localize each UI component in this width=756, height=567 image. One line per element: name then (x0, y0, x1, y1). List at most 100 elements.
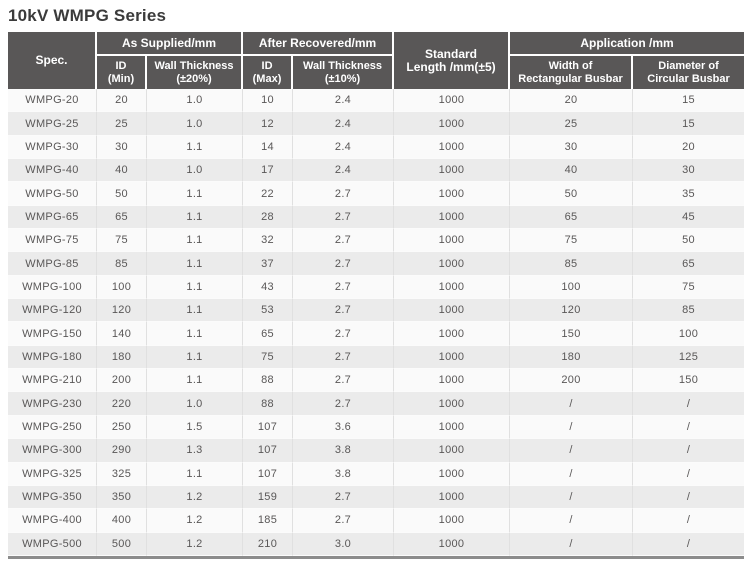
wall-thickness-20-cell: 1.5 (147, 415, 244, 440)
table-row: WMPG-120 120 1.1 53 2.7 1000 120 85 (8, 299, 745, 323)
wall-thickness-10-cell: 2.7 (293, 229, 395, 253)
width-rectangular-busbar-cell: / (510, 439, 634, 463)
wall-thickness-10-cell: 2.4 (293, 159, 395, 183)
standard-length-cell: 1000 (394, 415, 511, 440)
standard-length-cell: 1000 (394, 252, 511, 276)
col-header-id-max-line2: (Max) (252, 72, 282, 85)
wall-thickness-10-cell: 2.7 (293, 182, 395, 206)
spec-cell: WMPG-50 (8, 182, 97, 206)
spec-cell: WMPG-250 (8, 415, 97, 440)
col-header-id-min-line1: ID (115, 59, 127, 72)
col-header-id-min: ID (Min) (97, 56, 147, 89)
id-min-cell: 400 (97, 509, 147, 533)
diameter-circular-busbar-cell: / (633, 416, 745, 440)
width-rectangular-busbar-cell: / (510, 509, 634, 533)
diameter-circular-busbar-cell: / (633, 392, 745, 416)
id-max-cell: 28 (243, 205, 294, 230)
width-rectangular-busbar-cell: 180 (510, 345, 634, 370)
wall-thickness-10-cell: 2.7 (293, 205, 395, 230)
wall-thickness-20-cell: 1.1 (147, 462, 244, 486)
wall-thickness-10-cell: 2.7 (293, 369, 395, 393)
table-row: WMPG-250 250 1.5 107 3.6 1000// (8, 415, 745, 440)
wall-thickness-10-cell: 2.7 (293, 345, 395, 370)
diameter-circular-busbar-cell: 15 (633, 112, 745, 136)
spec-cell: WMPG-400 (8, 509, 97, 533)
table-row: WMPG-400 400 1.2 185 2.7 1000// (8, 509, 745, 533)
spec-cell: WMPG-40 (8, 159, 97, 183)
width-rectangular-busbar-cell: / (510, 415, 634, 440)
width-rectangular-busbar-cell: 65 (510, 205, 634, 230)
id-min-cell: 50 (97, 182, 147, 206)
id-min-cell: 180 (97, 345, 147, 370)
wall-thickness-20-cell: 1.2 (147, 509, 244, 533)
table-row: WMPG-230 220 1.0 88 2.7 1000// (8, 392, 745, 416)
id-min-cell: 40 (97, 159, 147, 183)
spec-cell: WMPG-150 (8, 322, 97, 346)
table-header: Spec. As Supplied/mm After Recovered/mm … (8, 32, 745, 89)
table-row: WMPG-50 50 1.1 22 2.7 1000 50 35 (8, 182, 745, 206)
col-group-application: Application /mm (510, 32, 745, 56)
table-row: WMPG-150 140 1.1 65 2.7 1000 150 100 (8, 322, 745, 346)
table-row: WMPG-40 40 1.0 17 2.4 1000 40 30 (8, 159, 745, 183)
width-rectangular-busbar-cell: 40 (510, 159, 634, 183)
wall-thickness-10-cell: 2.7 (293, 299, 395, 323)
page-title: 10kV WMPG Series (8, 6, 167, 25)
col-header-width-rectangular-busbar: Width of Rectangular Busbar (510, 56, 634, 89)
wall-thickness-10-cell: 2.7 (293, 252, 395, 276)
id-max-cell: 107 (243, 415, 294, 440)
id-min-cell: 120 (97, 299, 147, 323)
wall-thickness-10-cell: 3.6 (293, 415, 395, 440)
standard-length-cell: 1000 (394, 322, 511, 346)
standard-length-cell: 1000 (394, 182, 511, 206)
standard-length-cell: 1000 (394, 89, 511, 113)
col-group-as-supplied: As Supplied/mm (97, 32, 244, 56)
width-rectangular-busbar-cell: 75 (510, 229, 634, 253)
spec-cell: WMPG-180 (8, 345, 97, 370)
spec-cell: WMPG-210 (8, 369, 97, 393)
table-row: WMPG-100 100 1.1 43 2.7 1000 100 75 (8, 275, 745, 300)
standard-length-cell: 1000 (394, 369, 511, 393)
diameter-circular-busbar-cell: 30 (633, 159, 745, 183)
wall-thickness-20-cell: 1.1 (147, 182, 244, 206)
col-header-wall-thickness-20: Wall Thickness (±20%) (147, 56, 244, 89)
id-max-cell: 159 (243, 485, 294, 510)
id-max-cell: 32 (243, 229, 294, 253)
id-max-cell: 22 (243, 182, 294, 206)
spec-cell: WMPG-300 (8, 439, 97, 463)
diameter-circular-busbar-cell: / (633, 486, 745, 510)
col-header-id-max: ID (Max) (243, 56, 294, 89)
id-min-cell: 325 (97, 462, 147, 486)
col-header-wall-thickness-10: Wall Thickness (±10%) (293, 56, 395, 89)
width-rectangular-busbar-cell: 30 (510, 135, 634, 160)
id-max-cell: 14 (243, 135, 294, 160)
diameter-circular-busbar-cell: 150 (633, 369, 745, 393)
table-row: WMPG-75 75 1.1 32 2.7 1000 75 50 (8, 229, 745, 253)
wall-thickness-20-cell: 1.1 (147, 369, 244, 393)
wall-thickness-20-cell: 1.1 (147, 275, 244, 300)
header-group-row: Spec. As Supplied/mm After Recovered/mm … (8, 32, 745, 89)
width-rectangular-busbar-cell: / (510, 485, 634, 510)
diameter-circular-busbar-cell: 100 (633, 322, 745, 346)
wall-thickness-10-cell: 2.7 (293, 485, 395, 510)
id-min-cell: 200 (97, 369, 147, 393)
id-min-cell: 65 (97, 205, 147, 230)
wall-thickness-10-cell: 3.8 (293, 439, 395, 463)
standard-length-cell: 1000 (394, 532, 511, 556)
col-header-diameter-circular-busbar: Diameter of Circular Busbar (633, 56, 745, 89)
spec-cell: WMPG-120 (8, 299, 97, 323)
wall-thickness-20-cell: 1.0 (147, 112, 244, 136)
diameter-circular-busbar-cell: / (633, 533, 745, 556)
id-min-cell: 85 (97, 252, 147, 276)
table-row: WMPG-180 180 1.1 75 2.7 1000 180 125 (8, 345, 745, 370)
spec-cell: WMPG-100 (8, 275, 97, 300)
width-rectangular-busbar-cell: 50 (510, 182, 634, 206)
width-rectangular-busbar-cell: 100 (510, 275, 634, 300)
id-max-cell: 185 (243, 509, 294, 533)
header-sub-row: ID (Min) Wall Thickness (±20%) ID (Max) … (8, 56, 745, 89)
id-max-cell: 17 (243, 159, 294, 183)
wall-thickness-10-cell: 2.4 (293, 89, 395, 113)
wall-thickness-20-cell: 1.2 (147, 485, 244, 510)
id-min-cell: 220 (97, 392, 147, 416)
spec-cell: WMPG-230 (8, 392, 97, 416)
